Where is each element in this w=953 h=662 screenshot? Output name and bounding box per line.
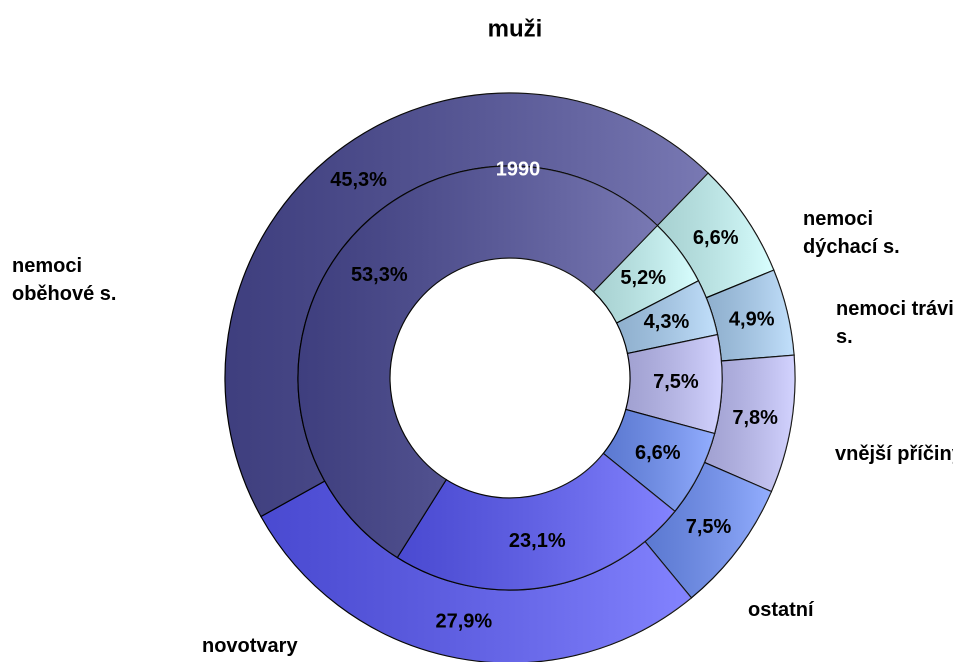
segment-shade [625,334,723,434]
value-label: 7,8% [732,407,778,429]
segment-shade [260,481,692,662]
value-label: 7,5% [653,371,699,393]
value-label: 45,3% [330,169,387,191]
segment-shade [657,172,774,298]
segment-shade [297,165,658,558]
value-label: 6,6% [635,442,681,464]
value-label: 53,3% [351,264,408,286]
segment-shade [616,280,718,354]
value-label: 6,6% [693,227,739,249]
value-label: 23,1% [509,530,566,552]
value-label: 4,9% [729,309,775,331]
segment-shade [603,409,715,512]
category-label: ostatní [748,599,814,621]
value-label: 4,3% [644,311,690,333]
segment-shade [593,225,699,323]
category-label: vnější příčiny [835,443,953,465]
category-label: nemoci dýchací s. [803,208,900,258]
segment-shade [704,355,795,492]
segment-shade [706,270,795,361]
value-label: 7,5% [686,516,732,538]
value-label: 27,9% [436,610,493,632]
category-label: novotvary [202,635,298,657]
segment-shade [397,453,675,590]
segment-shade [224,92,708,517]
chart-title: muži [488,15,543,42]
segment-shade [644,462,772,598]
category-label: nemoci trávicí s. [836,298,953,348]
series-label: 2009 [496,58,541,80]
series-label: 1990 [496,158,541,180]
category-label: nemoci oběhové s. [12,255,117,305]
value-label: 5,2% [620,267,666,289]
